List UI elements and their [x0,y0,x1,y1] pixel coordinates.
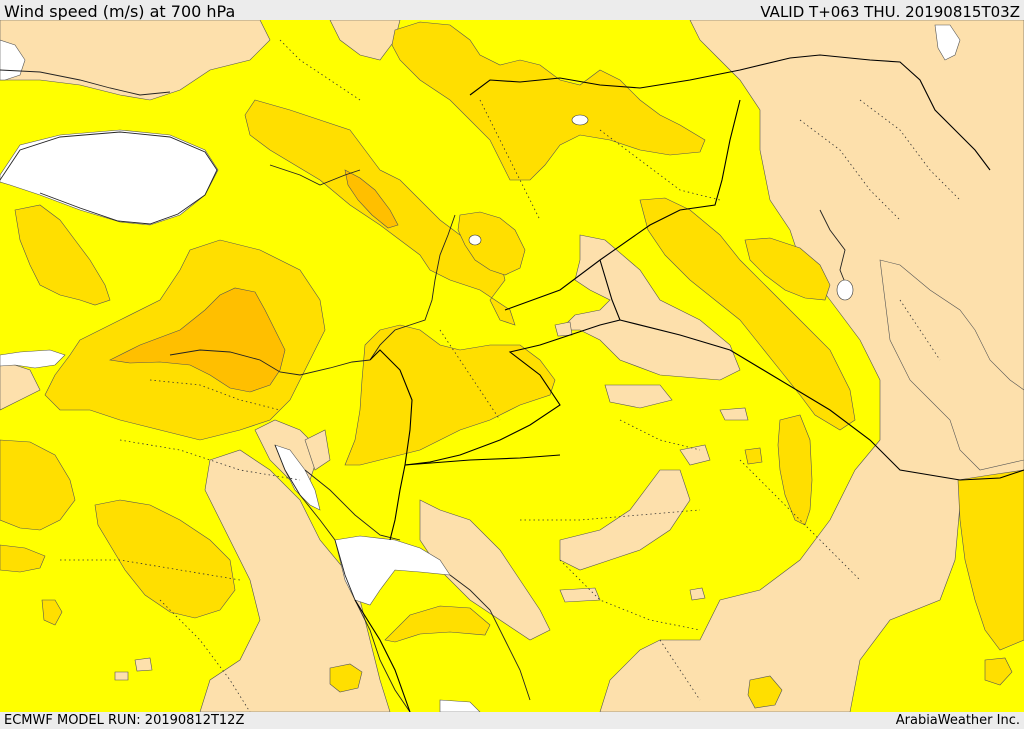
elevated-egypt-dot [41,599,63,626]
elevated-coast-dot [744,447,763,465]
low-wind-arabia-patch [559,469,691,571]
credit: ArabiaWeather Inc. [895,713,1020,728]
low-wind-patch-1 [679,444,711,466]
elevated-gulf-east [957,469,1024,651]
high-wind-regions [109,169,399,393]
elevated-south-dot-2 [747,675,783,709]
very-low-wind-regions [0,24,961,712]
high-egypt-core [109,287,286,393]
low-wind-patch-3 [604,384,673,409]
weather-map[interactable] [0,20,1024,712]
elevated-libya-west [14,204,111,306]
elevated-saudi-tail [777,414,813,526]
elevated-red-sea [384,605,491,643]
low-wind-patch-2 [719,407,749,421]
elevated-iraq-east [744,237,831,301]
low-wind-patch-5 [559,587,601,603]
low-wind-northwest [0,20,271,101]
low-wind-patch-7 [114,671,129,681]
map-title: Wind speed (m/s) at 700 hPa [4,2,236,21]
map-footer: ECMWF MODEL RUN: 20190812T12Z ArabiaWeat… [0,712,1024,729]
white-mediterranean [0,129,219,226]
province-borders [60,39,961,712]
elevated-sinai-band [344,324,556,466]
low-wind-egypt-east [304,429,331,471]
elevated-west-mid [0,439,76,531]
white-northeast [934,24,961,61]
small-water-features [468,114,854,301]
low-wind-patch-6 [134,657,153,672]
elevated-egypt-south [94,499,236,619]
white-west-edge [0,349,66,369]
low-wind-patch-4 [554,321,573,337]
low-wind-sinai [199,449,391,712]
low-wind-regions [0,20,1024,712]
elevated-gulf-dot [984,657,1013,686]
low-wind-west-coast [0,359,41,411]
valid-time: VALID T+063 THU. 20190815T03Z [760,3,1020,21]
coastlines [0,69,851,712]
low-wind-northeast [599,20,1024,712]
elevated-west-south [0,544,46,573]
elevated-north-turkey [391,21,706,181]
low-wind-north-center [329,20,401,61]
map-header: Wind speed (m/s) at 700 hPa VALID T+063 … [0,0,1024,21]
elevated-jordan-small [457,211,526,276]
high-levant-spot [344,169,399,229]
low-wind-patch-8 [689,587,706,601]
elevated-iraq-band [639,197,856,431]
low-wind-iran-gulf [879,259,1024,471]
elevated-south-dot [329,663,363,693]
country-borders [354,54,1024,712]
white-south-edge [439,699,481,712]
model-run: ECMWF MODEL RUN: 20190812T12Z [4,713,245,728]
white-gulf-of-suez [274,444,321,511]
low-wind-central-band [559,234,741,381]
